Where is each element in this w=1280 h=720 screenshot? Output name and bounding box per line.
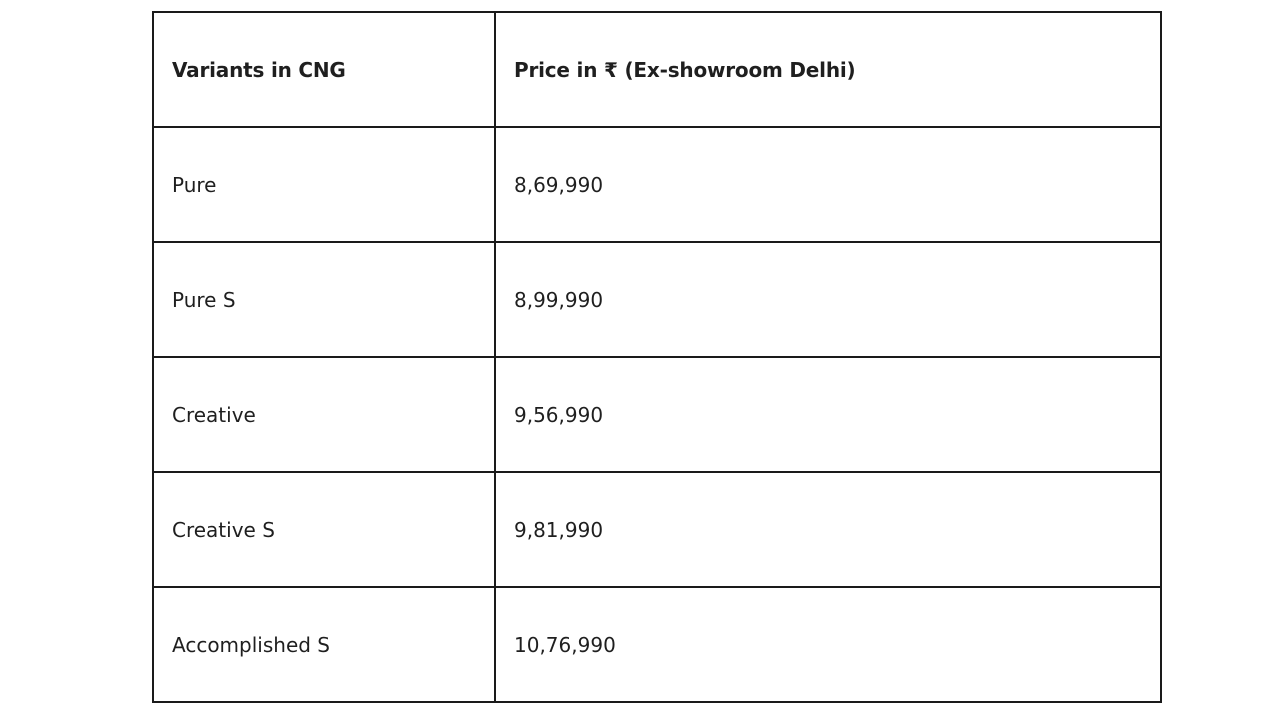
table-header-row: Variants in CNG Price in ₹ (Ex-showroom … bbox=[152, 11, 1162, 128]
table-row: Pure S 8,99,990 bbox=[152, 241, 1162, 358]
cng-price-table: Variants in CNG Price in ₹ (Ex-showroom … bbox=[152, 11, 1162, 703]
table-row: Pure 8,69,990 bbox=[152, 126, 1162, 243]
variant-cell: Creative S bbox=[152, 471, 496, 588]
variant-cell: Pure S bbox=[152, 241, 496, 358]
table-row: Creative S 9,81,990 bbox=[152, 471, 1162, 588]
header-price: Price in ₹ (Ex-showroom Delhi) bbox=[494, 11, 1162, 128]
price-cell: 9,81,990 bbox=[494, 471, 1162, 588]
price-cell: 9,56,990 bbox=[494, 356, 1162, 473]
table-row: Accomplished S 10,76,990 bbox=[152, 586, 1162, 703]
price-cell: 8,69,990 bbox=[494, 126, 1162, 243]
header-variant: Variants in CNG bbox=[152, 11, 496, 128]
price-cell: 10,76,990 bbox=[494, 586, 1162, 703]
table-row: Creative 9,56,990 bbox=[152, 356, 1162, 473]
variant-cell: Pure bbox=[152, 126, 496, 243]
variant-cell: Accomplished S bbox=[152, 586, 496, 703]
price-cell: 8,99,990 bbox=[494, 241, 1162, 358]
variant-cell: Creative bbox=[152, 356, 496, 473]
